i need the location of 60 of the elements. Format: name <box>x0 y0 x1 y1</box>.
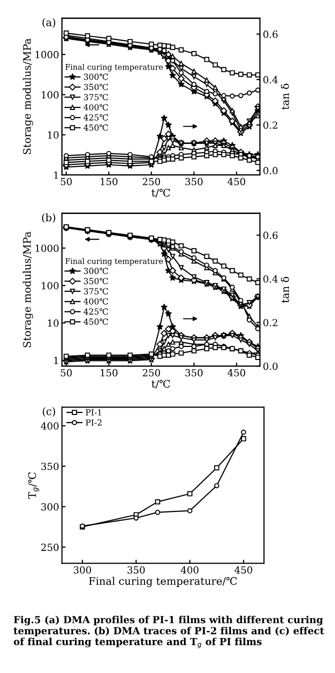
y2-tick-label: 0.4 <box>263 76 278 84</box>
x-tick-label: 150 <box>100 369 118 376</box>
x-tick-label: 400 <box>180 566 198 574</box>
x-axis-title: t/℃ <box>152 188 170 198</box>
y-tick-label: 10 <box>48 131 59 139</box>
y-tick-label: 100 <box>42 91 59 98</box>
y-tick-label: 100 <box>42 282 59 290</box>
caption: Fig.5 (a) DMA profiles of PI-1 films with different curing temperatures. (b) DMA traces of PI-2 films and (c) effect of final curing temperature and T$_{g}$ of PI films <box>14 616 324 648</box>
y-tick-label: 1000 <box>36 50 59 58</box>
y-axis-title: Storage modulus/MPa <box>22 38 34 154</box>
x-tick-label: 450 <box>228 178 246 186</box>
legend-label: 400℃ <box>84 298 108 305</box>
y2-tick-label: 0.0 <box>263 362 278 370</box>
y2-tick-label: 0.6 <box>263 232 278 239</box>
x-tick-label: 450 <box>234 566 252 574</box>
legend-label: 400℃ <box>84 104 108 110</box>
legend-label: 300℃ <box>84 268 108 274</box>
y-axis-title: T$_{g}$/℃ <box>28 472 40 499</box>
legend-label: 300℃ <box>84 74 108 80</box>
y2-tick-label: 0.6 <box>263 30 278 38</box>
y2-axis-title: tan δ <box>280 276 290 303</box>
y2-tick-label: 0.4 <box>263 275 278 283</box>
legend-label: 375℃ <box>84 94 108 100</box>
x-tick-label: 350 <box>185 178 203 186</box>
legend-label: 350℃ <box>84 84 108 90</box>
y-axis-title: Storage modulus/MPa <box>22 232 34 348</box>
y2-tick-label: 0.2 <box>263 318 278 326</box>
chart-title: (a) <box>42 18 56 28</box>
x-tick-label: 50 <box>60 178 72 186</box>
y-tick-label: 1 <box>54 171 58 179</box>
legend-label: PI-2 <box>86 419 102 426</box>
legend-label: 425℃ <box>84 114 108 121</box>
legend-label: 425℃ <box>84 308 108 315</box>
legend-label: 375℃ <box>84 288 108 294</box>
legend-label: 450℃ <box>84 318 108 325</box>
x-tick-label: 350 <box>185 369 203 376</box>
y2-tick-label: 0.2 <box>263 121 278 129</box>
y-tick-label: 1000 <box>36 244 59 252</box>
x-axis-title: t/℃ <box>152 380 170 389</box>
chart-title: (c) <box>42 407 56 417</box>
y-tick-label: 350 <box>41 462 59 470</box>
y2-tick-label: 0.0 <box>263 166 278 174</box>
legend-label: 350℃ <box>84 278 108 284</box>
x-tick-label: 250 <box>142 369 160 376</box>
x-tick-label: 250 <box>142 178 160 186</box>
x-tick-label: 50 <box>60 369 72 376</box>
x-axis-title: Final curing temperature/℃ <box>88 576 237 588</box>
y-tick-label: 250 <box>41 544 59 551</box>
y-tick-label: 10 <box>48 319 59 327</box>
y-tick-label: 300 <box>41 503 59 511</box>
legend-label: PI-1 <box>86 409 102 416</box>
y-tick-label: 400 <box>40 422 59 430</box>
y2-axis-title: tan δ <box>280 84 290 110</box>
x-tick-label: 350 <box>128 566 145 574</box>
legend-label: 450℃ <box>84 124 108 131</box>
x-tick-label: 450 <box>228 369 246 376</box>
chart-title: (b) <box>42 213 56 223</box>
x-tick-label: 300 <box>74 566 92 574</box>
y-tick-label: 1 <box>54 356 58 364</box>
x-tick-label: 150 <box>100 178 118 186</box>
